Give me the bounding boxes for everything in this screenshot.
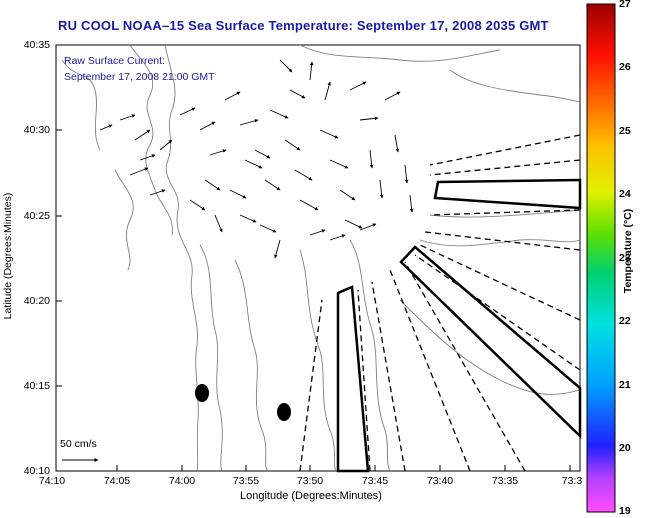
y-tick: 40:35 <box>23 39 50 51</box>
x-axis-label: Longitude (Degrees:Minutes) <box>240 490 382 502</box>
plot-frame <box>55 44 581 472</box>
page-title: RU COOL NOAA–15 Sea Surface Temperature:… <box>58 18 549 33</box>
x-tick: 74:10 <box>38 475 66 487</box>
station-marker <box>277 403 291 421</box>
x-tick: 73:55 <box>232 475 260 487</box>
colorbar-tick: 20 <box>619 442 631 454</box>
current-label: Raw Surface Current: <box>64 55 165 67</box>
colorbar-tick: 21 <box>619 379 631 391</box>
x-tick: 74:00 <box>168 475 196 487</box>
colorbar-tick: 22 <box>619 315 631 327</box>
colorbar-tick: 25 <box>619 125 631 137</box>
x-tick: 73:45 <box>361 475 389 487</box>
colorbar-tick: 23 <box>619 252 631 264</box>
x-tick: 73:40 <box>426 475 454 487</box>
colorbar-tick: 19 <box>619 505 631 517</box>
scale-label: 50 cm/s <box>60 438 97 450</box>
x-tick: 73:35 <box>491 475 519 487</box>
radar-beam-dashes <box>299 134 581 472</box>
x-tick: 73:3 <box>561 475 583 487</box>
y-tick: 40:10 <box>23 465 50 477</box>
axis-ticks <box>55 44 571 472</box>
x-tick: 73:50 <box>296 475 324 487</box>
colorbar-tick: 24 <box>619 188 631 200</box>
current-vectors <box>99 59 414 259</box>
x-tick: 74:05 <box>103 475 131 487</box>
y-tick: 40:25 <box>23 210 50 222</box>
colorbar-tick: 27 <box>619 0 631 10</box>
y-tick: 40:30 <box>23 124 50 136</box>
y-axis-label: Latitude (Degrees:Minutes) <box>2 192 14 320</box>
radar-beam-outlines <box>336 178 582 473</box>
colorbar-label: Temperature (°C) <box>622 208 634 294</box>
contour-lines <box>61 44 581 472</box>
colorbar-tick: 26 <box>619 61 631 73</box>
current-time: September 17, 2008 21:00 GMT <box>64 71 215 83</box>
station-marker <box>195 384 209 402</box>
y-tick: 40:20 <box>23 295 50 307</box>
y-tick: 40:15 <box>23 380 50 392</box>
colorbar <box>586 3 616 513</box>
